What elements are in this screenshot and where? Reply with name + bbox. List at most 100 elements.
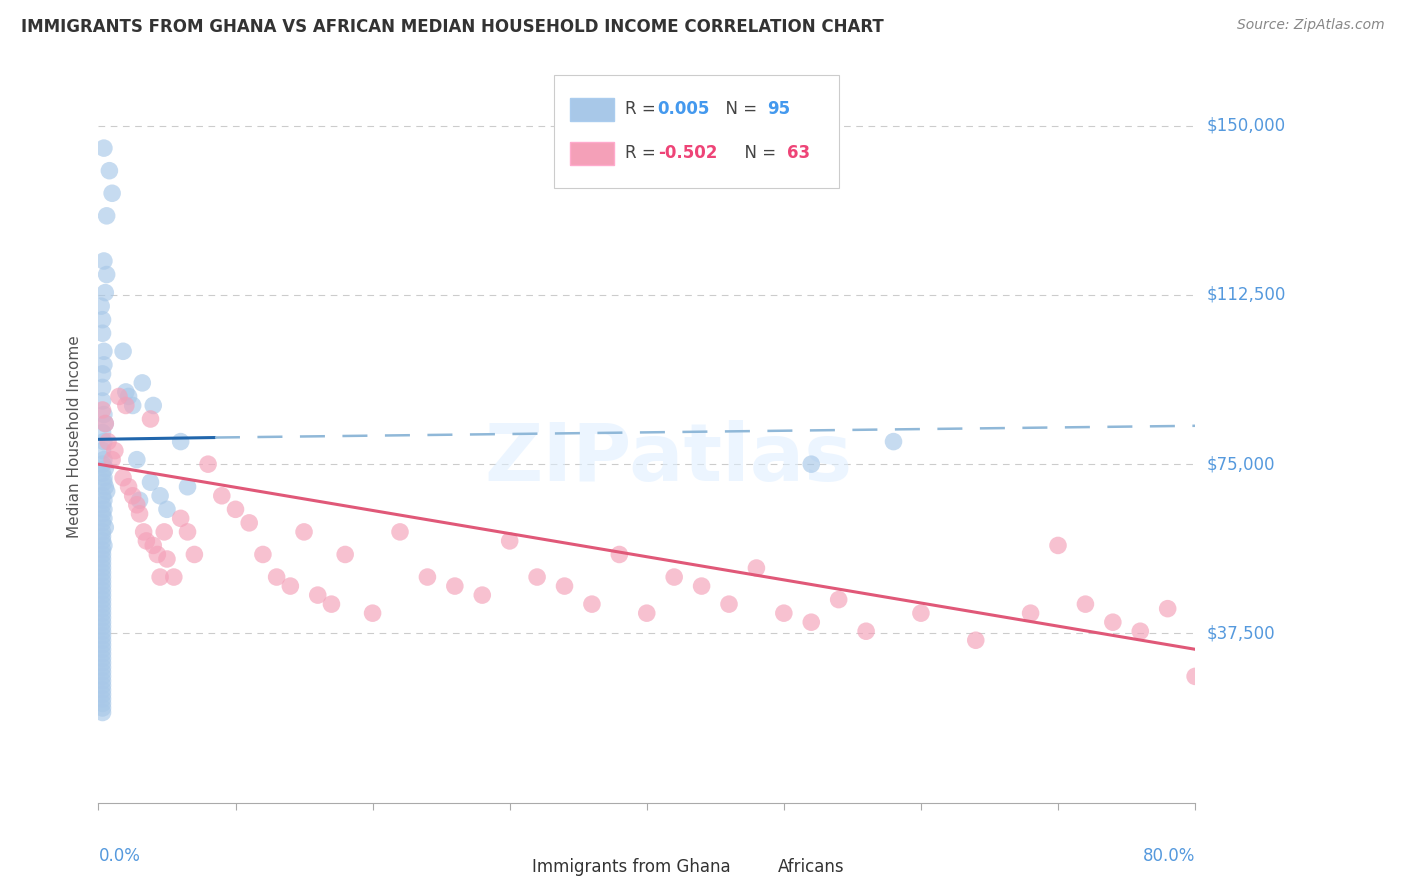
Point bbox=[91, 579, 114, 593]
Point bbox=[91, 367, 114, 381]
Point bbox=[117, 480, 139, 494]
Point bbox=[93, 254, 115, 268]
Point bbox=[132, 524, 155, 539]
Text: R =: R = bbox=[624, 101, 661, 119]
Point bbox=[91, 651, 114, 665]
Y-axis label: Median Household Income: Median Household Income bbox=[67, 335, 83, 539]
Point bbox=[471, 588, 494, 602]
Point bbox=[238, 516, 260, 530]
Point bbox=[139, 475, 162, 490]
Point bbox=[91, 543, 114, 558]
Point bbox=[91, 638, 114, 652]
Text: 63: 63 bbox=[787, 145, 810, 162]
Point bbox=[108, 389, 131, 403]
Point bbox=[104, 443, 127, 458]
Point bbox=[91, 583, 114, 598]
Point bbox=[91, 312, 114, 326]
Point bbox=[910, 606, 932, 620]
Point bbox=[321, 597, 343, 611]
Point bbox=[91, 380, 114, 394]
Point bbox=[93, 141, 115, 155]
Point bbox=[91, 656, 114, 670]
Point bbox=[800, 457, 823, 471]
Point bbox=[183, 548, 205, 562]
Point bbox=[96, 268, 118, 282]
Point bbox=[115, 384, 138, 399]
Point bbox=[91, 394, 114, 409]
Point bbox=[91, 403, 114, 417]
Point bbox=[96, 209, 118, 223]
Point bbox=[91, 597, 114, 611]
Text: N =: N = bbox=[734, 145, 782, 162]
Point bbox=[163, 570, 186, 584]
Point bbox=[252, 548, 274, 562]
Point bbox=[170, 434, 193, 449]
Point bbox=[93, 475, 115, 490]
Text: $75,000: $75,000 bbox=[1206, 455, 1275, 473]
Point bbox=[1129, 624, 1152, 639]
Text: $112,500: $112,500 bbox=[1206, 285, 1285, 304]
Point bbox=[91, 697, 114, 711]
Point bbox=[93, 434, 115, 449]
Point bbox=[554, 579, 576, 593]
Point bbox=[526, 570, 548, 584]
Point bbox=[91, 588, 114, 602]
Point bbox=[156, 552, 179, 566]
Point bbox=[93, 408, 115, 422]
Point bbox=[94, 417, 117, 431]
Point bbox=[131, 376, 153, 390]
Text: 0.005: 0.005 bbox=[658, 101, 710, 119]
Text: N =: N = bbox=[714, 101, 762, 119]
Point bbox=[142, 538, 165, 552]
FancyBboxPatch shape bbox=[728, 856, 768, 878]
Point bbox=[135, 533, 157, 548]
Point bbox=[91, 673, 114, 688]
Point bbox=[176, 524, 198, 539]
Point bbox=[93, 471, 115, 485]
Point bbox=[117, 389, 139, 403]
FancyBboxPatch shape bbox=[569, 142, 614, 165]
FancyBboxPatch shape bbox=[569, 98, 614, 121]
Point bbox=[94, 520, 117, 534]
Point bbox=[121, 489, 143, 503]
Point bbox=[91, 606, 114, 620]
Point bbox=[91, 706, 114, 720]
Point bbox=[121, 399, 143, 413]
Point bbox=[1074, 597, 1097, 611]
Point bbox=[101, 452, 124, 467]
Point bbox=[93, 493, 115, 508]
Text: 0.0%: 0.0% bbox=[98, 847, 141, 864]
Point bbox=[444, 579, 467, 593]
Point bbox=[581, 597, 603, 611]
Point bbox=[388, 524, 412, 539]
Point bbox=[93, 538, 115, 552]
Point bbox=[91, 425, 114, 440]
Point bbox=[91, 516, 114, 530]
Point bbox=[90, 299, 112, 313]
Point bbox=[91, 529, 114, 543]
Point bbox=[149, 570, 172, 584]
Point bbox=[91, 574, 114, 589]
Point bbox=[1157, 601, 1180, 615]
Point bbox=[91, 633, 114, 648]
Point bbox=[1046, 538, 1070, 552]
Text: 80.0%: 80.0% bbox=[1143, 847, 1195, 864]
Point bbox=[97, 434, 120, 449]
Point bbox=[609, 548, 631, 562]
Point bbox=[93, 452, 115, 467]
Point bbox=[128, 493, 150, 508]
FancyBboxPatch shape bbox=[554, 75, 839, 188]
Point bbox=[855, 624, 877, 639]
Point bbox=[280, 579, 302, 593]
Point bbox=[94, 461, 117, 475]
Point bbox=[883, 434, 905, 449]
Text: IMMIGRANTS FROM GHANA VS AFRICAN MEDIAN HOUSEHOLD INCOME CORRELATION CHART: IMMIGRANTS FROM GHANA VS AFRICAN MEDIAN … bbox=[21, 18, 884, 36]
FancyBboxPatch shape bbox=[482, 856, 520, 878]
Text: Source: ZipAtlas.com: Source: ZipAtlas.com bbox=[1237, 18, 1385, 32]
Point bbox=[93, 502, 115, 516]
Point bbox=[153, 524, 176, 539]
Point bbox=[91, 660, 114, 674]
Point bbox=[800, 615, 823, 630]
Point bbox=[91, 615, 114, 630]
Point bbox=[91, 561, 114, 575]
